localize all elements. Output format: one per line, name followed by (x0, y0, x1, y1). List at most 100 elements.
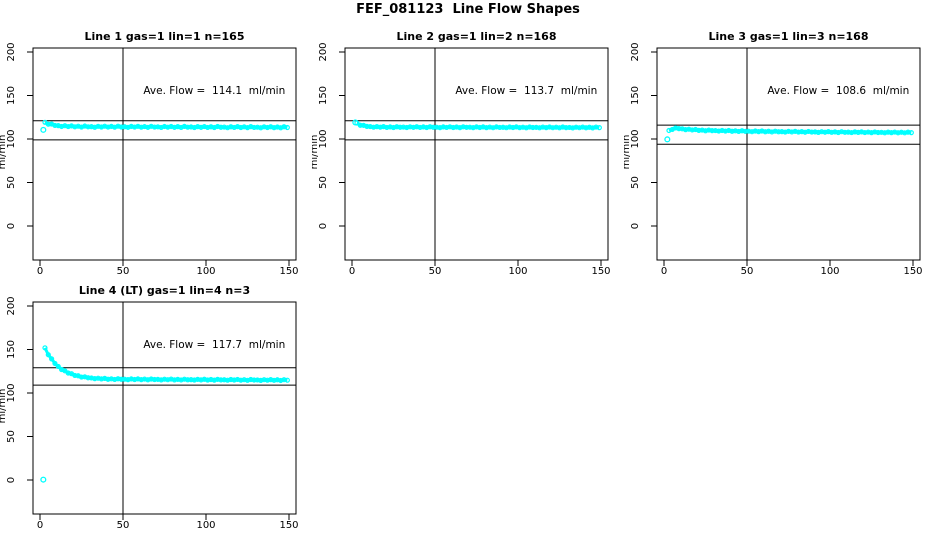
y-tick-label: 100 (318, 129, 329, 148)
outlier-point (664, 136, 671, 143)
plot-frame (344, 47, 609, 261)
flow-point (862, 129, 868, 136)
flow-point (185, 377, 191, 383)
flow-point (45, 121, 51, 127)
y-axis-name: ml/min (624, 135, 632, 170)
flow-point (185, 124, 191, 130)
flow-point (530, 124, 536, 131)
x-tick-label: 50 (429, 266, 442, 277)
flow-point (122, 376, 128, 382)
flow-point (407, 124, 413, 130)
x-tick-label: 150 (279, 520, 298, 531)
flow-point (72, 372, 78, 379)
flow-point (188, 377, 194, 383)
panel-line-4: Line 4 (LT) gas=1 lin=4 n=3 0 50 100 150 0 50 1… (0, 282, 312, 540)
x-tick-label: 50 (117, 266, 130, 277)
flow-point (682, 127, 689, 133)
flow-point (155, 376, 161, 382)
flow-point (261, 377, 267, 383)
flow-point (855, 129, 861, 135)
flow-point (795, 129, 802, 135)
flow-point (195, 376, 201, 382)
plot-frame (32, 47, 297, 261)
flow-point (905, 129, 911, 135)
x-tick-label: 150 (903, 266, 922, 277)
flow-point (148, 376, 154, 382)
y-tick-label: 0 (318, 223, 329, 229)
flow-point (872, 129, 878, 135)
flow-point (712, 127, 719, 134)
ave-flow-annotation: Ave. Flow = 117.7 ml/min (143, 339, 285, 351)
flow-point (78, 374, 85, 380)
flow-point (284, 124, 290, 131)
flow-point (228, 376, 234, 383)
flow-point (357, 122, 363, 128)
flow-point (696, 127, 702, 133)
flow-point (507, 124, 513, 130)
flow-point (430, 124, 436, 130)
x-tick-label: 0 (661, 266, 667, 277)
x-tick-label: 0 (349, 266, 355, 277)
flow-point (676, 126, 682, 132)
flow-point (689, 127, 695, 133)
x-tick-label: 100 (196, 266, 215, 277)
plot-svg-3: Line 3 gas=1 lin=3 n=168 0 50 100 150 0 50 100 1… (621, 30, 923, 277)
x-tick-label: 100 (196, 520, 215, 531)
y-tick-label: 50 (318, 176, 329, 189)
flow-point (497, 124, 503, 131)
flow-point (829, 129, 835, 135)
y-tick-label: 200 (630, 42, 641, 61)
flow-point (709, 128, 715, 134)
panel-title: Line 2 gas=1 lin=2 n=168 (396, 30, 556, 43)
flow-point (500, 124, 506, 130)
ave-flow-annotation: Ave. Flow = 114.1 ml/min (143, 85, 285, 97)
flow-point (762, 129, 768, 135)
y-tick-label: 200 (318, 42, 329, 61)
flow-point (284, 377, 290, 383)
flow-point (42, 345, 48, 351)
y-tick-label: 200 (6, 296, 17, 315)
panel-title: Line 1 gas=1 lin=1 n=165 (84, 30, 244, 43)
y-tick-label: 0 (6, 223, 17, 229)
y-tick-label: 50 (6, 176, 17, 189)
flow-point (540, 124, 546, 130)
flow-point (105, 376, 111, 382)
flow-point (460, 124, 466, 130)
flow-point (593, 124, 599, 130)
flow-point (463, 124, 470, 130)
flow-point (812, 129, 818, 135)
y-tick-label: 50 (6, 430, 17, 443)
flow-point (118, 124, 124, 130)
flow-point (875, 129, 881, 136)
flow-point (118, 376, 124, 382)
flow-point (49, 356, 55, 362)
y-tick-label: 0 (6, 477, 17, 483)
x-tick-label: 150 (279, 266, 298, 277)
page-title: FEF_081123 Line Flow Shapes (356, 2, 580, 17)
flow-point (377, 124, 383, 130)
flow-point (775, 129, 782, 135)
y-tick-label: 50 (630, 176, 641, 189)
flow-point (161, 376, 168, 382)
flow-point (55, 363, 61, 370)
x-tick-label: 50 (741, 266, 754, 277)
flow-point (45, 352, 51, 358)
flow-point (384, 124, 390, 131)
flow-point (573, 124, 579, 130)
flow-point (746, 128, 752, 134)
y-tick-label: 100 (630, 129, 641, 148)
x-tick-label: 100 (820, 266, 839, 277)
flow-point (251, 377, 257, 383)
flow-point (527, 124, 533, 130)
y-tick-label: 200 (6, 42, 17, 61)
flow-point (908, 130, 914, 136)
y-axis-name: ml/min (0, 135, 8, 170)
outlier-point (40, 126, 47, 133)
flow-point (221, 377, 227, 383)
flow-point (819, 129, 825, 135)
flow-point (138, 377, 144, 383)
y-tick-label: 100 (6, 129, 17, 148)
flow-point (566, 124, 573, 131)
ave-flow-annotation: Ave. Flow = 108.6 ml/min (767, 85, 909, 97)
